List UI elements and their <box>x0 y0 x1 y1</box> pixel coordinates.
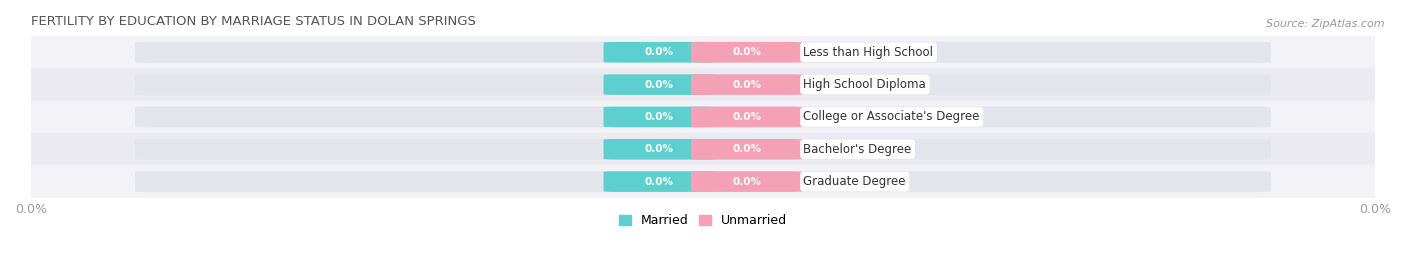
Text: 0.0%: 0.0% <box>645 47 673 57</box>
Text: Less than High School: Less than High School <box>803 46 934 59</box>
Bar <box>31 165 1375 198</box>
FancyBboxPatch shape <box>135 106 1271 128</box>
Text: 0.0%: 0.0% <box>733 47 761 57</box>
Bar <box>31 36 1375 68</box>
Bar <box>31 101 1375 133</box>
FancyBboxPatch shape <box>603 171 716 192</box>
FancyBboxPatch shape <box>603 139 716 159</box>
FancyBboxPatch shape <box>690 139 803 159</box>
Text: High School Diploma: High School Diploma <box>803 78 927 91</box>
FancyBboxPatch shape <box>690 107 803 127</box>
FancyBboxPatch shape <box>603 42 716 62</box>
Text: 0.0%: 0.0% <box>733 80 761 90</box>
Text: Source: ZipAtlas.com: Source: ZipAtlas.com <box>1267 19 1385 29</box>
FancyBboxPatch shape <box>135 42 1271 63</box>
Text: 0.0%: 0.0% <box>645 144 673 154</box>
FancyBboxPatch shape <box>135 74 1271 95</box>
Text: 0.0%: 0.0% <box>645 177 673 187</box>
FancyBboxPatch shape <box>135 171 1271 192</box>
FancyBboxPatch shape <box>603 74 716 95</box>
Text: Bachelor's Degree: Bachelor's Degree <box>803 143 911 156</box>
Text: FERTILITY BY EDUCATION BY MARRIAGE STATUS IN DOLAN SPRINGS: FERTILITY BY EDUCATION BY MARRIAGE STATU… <box>31 15 475 28</box>
FancyBboxPatch shape <box>690 74 803 95</box>
FancyBboxPatch shape <box>135 139 1271 160</box>
Bar <box>31 133 1375 165</box>
FancyBboxPatch shape <box>690 42 803 62</box>
Text: 0.0%: 0.0% <box>645 112 673 122</box>
Text: 0.0%: 0.0% <box>733 177 761 187</box>
Legend: Married, Unmarried: Married, Unmarried <box>619 214 787 227</box>
Text: 0.0%: 0.0% <box>733 144 761 154</box>
Bar <box>31 68 1375 101</box>
FancyBboxPatch shape <box>690 171 803 192</box>
Text: 0.0%: 0.0% <box>733 112 761 122</box>
Text: College or Associate's Degree: College or Associate's Degree <box>803 110 980 124</box>
Text: Graduate Degree: Graduate Degree <box>803 175 905 188</box>
Text: 0.0%: 0.0% <box>645 80 673 90</box>
FancyBboxPatch shape <box>603 107 716 127</box>
